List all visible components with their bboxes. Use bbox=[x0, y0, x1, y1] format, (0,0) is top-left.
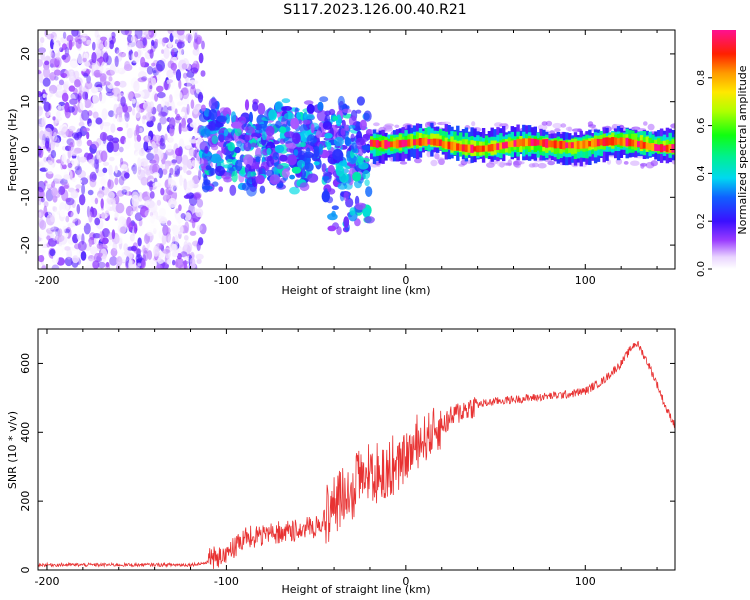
snr-x-tick-label: 100 bbox=[575, 575, 596, 588]
snr-y-tick-label: 600 bbox=[19, 353, 32, 374]
figure-title: S117.2023.126.00.40.R21 bbox=[283, 2, 467, 18]
colorbar: 0.0 0.2 0.4 0.6 0.8 Normalized spectral ampl… bbox=[696, 30, 749, 277]
colorbar-tick-label: 0.2 bbox=[696, 213, 707, 229]
snr-x-tick-label: 0 bbox=[402, 575, 409, 588]
snr-series-line bbox=[38, 340, 675, 570]
snr-y-tick-label: 400 bbox=[19, 422, 32, 443]
heatmap-region-noise bbox=[38, 30, 207, 269]
heatmap-region-onset bbox=[198, 95, 375, 236]
spectrogram-y-tick-label: 0 bbox=[19, 146, 32, 153]
snr-x-axis-label: Height of straight line (km) bbox=[281, 583, 430, 596]
spectrogram-heatmap bbox=[38, 30, 675, 269]
spectrogram-x-tick-label: -100 bbox=[214, 274, 239, 287]
spectrogram-frame bbox=[37, 29, 676, 270]
spectrogram-x-axis-label: Height of straight line (km) bbox=[281, 284, 430, 297]
snr-x-tick-label: -100 bbox=[214, 575, 239, 588]
spectrogram-y-tick-label: -10 bbox=[19, 188, 32, 206]
snr-y-tick-label: 0 bbox=[19, 567, 32, 574]
snr-frame bbox=[37, 328, 676, 571]
colorbar-tick-label: 0.0 bbox=[696, 261, 707, 277]
spectrogram-y-tick-label: 10 bbox=[19, 95, 32, 109]
spectrogram-x-tick-label: 0 bbox=[402, 274, 409, 287]
spectrogram-x-tick-label: -200 bbox=[34, 274, 59, 287]
colorbar-label: Normalized spectral amplitude bbox=[736, 65, 749, 234]
colorbar-gradient bbox=[712, 30, 736, 269]
spectrogram-y-tick-label: 20 bbox=[19, 47, 32, 61]
spectrogram-y-axis-label: Frequency (Hz) bbox=[6, 109, 19, 192]
colorbar-tick-label: 0.6 bbox=[696, 118, 707, 134]
snr-panel: -200 -100 0 100 0 200 400 600 Height of straigh… bbox=[6, 328, 676, 596]
colorbar-tick-label: 0.8 bbox=[696, 70, 707, 86]
snr-y-tick-label: 200 bbox=[19, 491, 32, 512]
spectrogram-x-tick-label: 100 bbox=[575, 274, 596, 287]
snr-y-axis-label: SNR (10 * v/v) bbox=[6, 411, 19, 489]
colorbar-tick-label: 0.4 bbox=[696, 165, 707, 181]
heatmap-region-ridge bbox=[366, 120, 675, 169]
spectrogram-y-tick-label: -20 bbox=[19, 236, 32, 254]
snr-x-tick-label: -200 bbox=[34, 575, 59, 588]
